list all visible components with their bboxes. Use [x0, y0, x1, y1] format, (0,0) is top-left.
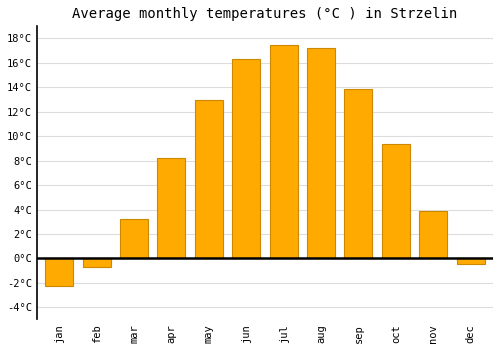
- Bar: [307, 48, 335, 258]
- Bar: [158, 158, 186, 258]
- Bar: [45, 258, 74, 286]
- Bar: [195, 99, 223, 258]
- Title: Average monthly temperatures (°C ) in Strzelin: Average monthly temperatures (°C ) in St…: [72, 7, 458, 21]
- Bar: [120, 219, 148, 258]
- Bar: [419, 211, 447, 258]
- Bar: [232, 59, 260, 258]
- Bar: [82, 258, 110, 267]
- Bar: [270, 44, 297, 258]
- Bar: [344, 89, 372, 258]
- Bar: [382, 144, 410, 258]
- Bar: [456, 258, 484, 265]
